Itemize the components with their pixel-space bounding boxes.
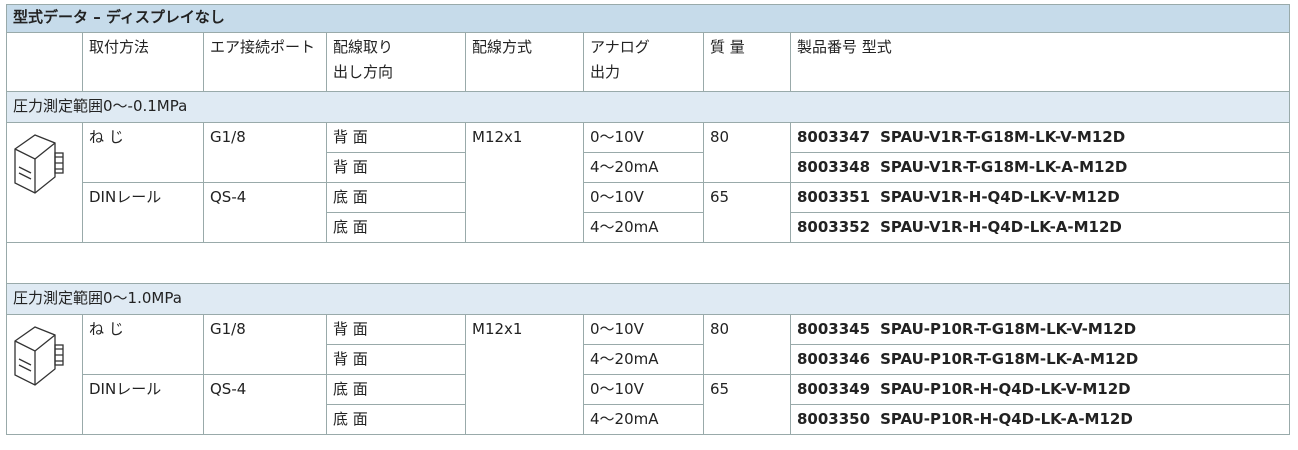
header-text: 製品番号 型式 xyxy=(797,38,892,56)
output-cell: 4～20mA xyxy=(583,212,704,243)
model: SPAU-V1R-T-G18M-LK-A-M12D xyxy=(880,158,1128,176)
header-cell: 製品番号 型式 xyxy=(790,32,1290,92)
mount-cell: ね じ xyxy=(82,122,204,183)
sensor-icon xyxy=(14,326,64,386)
section-title: 圧力測定範囲0～1.0MPa xyxy=(6,283,1290,315)
sec-row: 圧力測定範囲0～-0.1MPa xyxy=(6,91,1290,123)
direction-cell: 背 面 xyxy=(326,152,466,183)
part-number: 8003345 xyxy=(797,320,871,338)
port-cell: G1/8 xyxy=(203,314,327,375)
section-title: 圧力測定範囲0～-0.1MPa xyxy=(6,91,1290,123)
output-cell: 0～10V xyxy=(583,122,704,153)
part-number-cell: 8003347 SPAU-V1R-T-G18M-LK-V-M12D xyxy=(790,122,1290,153)
weight-cell: 80 xyxy=(703,314,791,375)
row-row: 底 面 4～20mA 8003350 SPAU-P10R-H-Q4D-LK-A-M12… xyxy=(7,404,1290,435)
direction-cell: 背 面 xyxy=(326,122,466,153)
part-number-cell: 8003348 SPAU-V1R-T-G18M-LK-A-M12D xyxy=(790,152,1290,183)
model: SPAU-V1R-T-G18M-LK-V-M12D xyxy=(880,128,1126,146)
icon-cell xyxy=(6,314,83,435)
header-text: 出力 xyxy=(590,63,621,81)
row-row: DINレール QS-4 底 面 0～10V 65 8003349 SPAU-P10R-H-Q… xyxy=(7,374,1290,435)
output-cell: 0～10V xyxy=(583,374,704,405)
model: SPAU-P10R-T-G18M-LK-A-M12D xyxy=(880,350,1139,368)
model: SPAU-P10R-H-Q4D-LK-V-M12D xyxy=(880,380,1131,398)
wiring-cell: M12x1 xyxy=(465,314,584,435)
model: SPAU-P10R-H-Q4D-LK-A-M12D xyxy=(880,410,1133,428)
weight-cell: 80 xyxy=(703,122,791,183)
output-cell: 4～20mA xyxy=(583,152,704,183)
header-cell: 質 量 xyxy=(703,32,791,92)
row-row: 背 面 4～20mA 8003348 SPAU-V1R-T-G18M-LK-A-M12… xyxy=(7,152,1290,183)
header-text: 配線取り xyxy=(333,38,394,56)
table-body: 型式データ – ディスプレイなし 取付方法 エア接続ポート 配線取り 出し方向 配線方式ア… xyxy=(6,4,1290,435)
row-row: ね じ G1/8 背 面 M12x1 0～10V 80 8003347 SPAU-V1R-T-… xyxy=(6,122,1290,243)
direction-cell: 底 面 xyxy=(326,404,466,435)
mount-cell: DINレール xyxy=(82,182,204,243)
direction-cell: 底 面 xyxy=(326,374,466,405)
output-cell: 0～10V xyxy=(583,314,704,345)
direction-cell: 背 面 xyxy=(326,344,466,375)
mount-cell: DINレール xyxy=(82,374,204,435)
weight-cell: 65 xyxy=(703,182,791,243)
direction-cell: 底 面 xyxy=(326,182,466,213)
model: SPAU-V1R-H-Q4D-LK-V-M12D xyxy=(880,188,1120,206)
part-number-cell: 8003345 SPAU-P10R-T-G18M-LK-V-M12D xyxy=(790,314,1290,345)
part-number-cell: 8003350 SPAU-P10R-H-Q4D-LK-A-M12D xyxy=(790,404,1290,435)
port-cell: G1/8 xyxy=(203,122,327,183)
output-cell: 4～20mA xyxy=(583,404,704,435)
part-number: 8003350 xyxy=(797,410,871,428)
part-number: 8003351 xyxy=(797,188,871,206)
header-cell xyxy=(6,32,83,92)
header-text: 取付方法 xyxy=(89,38,150,56)
header-text: アナログ xyxy=(590,38,650,56)
header-cell: 配線取り 出し方向 xyxy=(326,32,466,92)
row-row: 背 面 4～20mA 8003346 SPAU-P10R-T-G18M-LK-A-M1… xyxy=(7,344,1290,375)
header-text: 質 量 xyxy=(710,38,745,56)
part-number-cell: 8003346 SPAU-P10R-T-G18M-LK-A-M12D xyxy=(790,344,1290,375)
part-number: 8003346 xyxy=(797,350,871,368)
row-row: ね じ G1/8 背 面 M12x1 0～10V 80 8003345 SPAU-P10R-T… xyxy=(6,314,1290,435)
mount-cell: ね じ xyxy=(82,314,204,375)
icon-cell xyxy=(6,122,83,243)
head-row: 取付方法 エア接続ポート 配線取り 出し方向 配線方式 アナログ 出力質 量製品番号 型式 xyxy=(6,32,1290,92)
row-row: 底 面 4～20mA 8003352 SPAU-V1R-H-Q4D-LK-A-M12D xyxy=(7,212,1290,243)
output-cell: 0～10V xyxy=(583,182,704,213)
port-cell: QS-4 xyxy=(203,182,327,243)
header-text: 出し方向 xyxy=(333,63,394,81)
direction-cell: 背 面 xyxy=(326,314,466,345)
header-text: 配線方式 xyxy=(472,38,533,56)
blank-row xyxy=(6,242,1290,284)
wiring-cell: M12x1 xyxy=(465,122,584,243)
model: SPAU-V1R-H-Q4D-LK-A-M12D xyxy=(880,218,1122,236)
port-cell: QS-4 xyxy=(203,374,327,435)
title-row: 型式データ – ディスプレイなし xyxy=(6,4,1290,33)
header-cell: アナログ 出力 xyxy=(583,32,704,92)
row-row: DINレール QS-4 底 面 0～10V 65 8003351 SPAU-V1R-H-Q4… xyxy=(7,182,1290,243)
table-title: 型式データ – ディスプレイなし xyxy=(6,4,1290,33)
part-number-cell: 8003351 SPAU-V1R-H-Q4D-LK-V-M12D xyxy=(790,182,1290,213)
spec-table: 型式データ – ディスプレイなし 取付方法 エア接続ポート 配線取り 出し方向 配線方式ア… xyxy=(6,4,1290,435)
blank-cell xyxy=(6,242,1290,284)
output-cell: 4～20mA xyxy=(583,344,704,375)
sec-row: 圧力測定範囲0～1.0MPa xyxy=(6,283,1290,315)
weight-cell: 65 xyxy=(703,374,791,435)
sensor-icon xyxy=(14,134,64,194)
part-number: 8003348 xyxy=(797,158,871,176)
part-number: 8003352 xyxy=(797,218,871,236)
part-number: 8003347 xyxy=(797,128,871,146)
direction-cell: 底 面 xyxy=(326,212,466,243)
part-number: 8003349 xyxy=(797,380,871,398)
header-cell: エア接続ポート xyxy=(203,32,327,92)
header-cell: 配線方式 xyxy=(465,32,584,92)
model: SPAU-P10R-T-G18M-LK-V-M12D xyxy=(880,320,1137,338)
header-cell: 取付方法 xyxy=(82,32,204,92)
part-number-cell: 8003352 SPAU-V1R-H-Q4D-LK-A-M12D xyxy=(790,212,1290,243)
header-text: エア接続ポート xyxy=(210,38,316,56)
part-number-cell: 8003349 SPAU-P10R-H-Q4D-LK-V-M12D xyxy=(790,374,1290,405)
